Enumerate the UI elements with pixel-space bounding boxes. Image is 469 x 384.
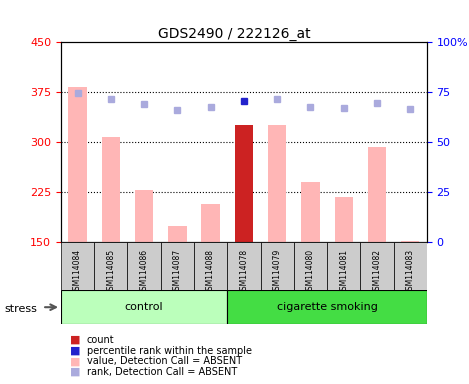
Text: GSM114088: GSM114088 — [206, 249, 215, 295]
Bar — [68, 87, 87, 242]
Bar — [260, 242, 294, 290]
Text: GSM114080: GSM114080 — [306, 249, 315, 295]
Bar — [61, 242, 94, 290]
Bar — [334, 197, 353, 242]
Bar — [161, 242, 194, 290]
Text: GDS2490 / 222126_at: GDS2490 / 222126_at — [158, 27, 311, 41]
Bar — [368, 147, 386, 242]
Text: GSM114081: GSM114081 — [339, 249, 348, 295]
Text: count: count — [87, 335, 114, 345]
Bar — [94, 242, 128, 290]
Text: GSM114087: GSM114087 — [173, 249, 182, 295]
Bar — [227, 242, 260, 290]
Bar — [135, 190, 153, 242]
Text: GSM114079: GSM114079 — [272, 249, 282, 295]
Text: stress: stress — [5, 304, 38, 314]
Bar — [194, 242, 227, 290]
Text: GSM114078: GSM114078 — [239, 249, 249, 295]
Text: GSM114086: GSM114086 — [140, 249, 149, 295]
Text: cigarette smoking: cigarette smoking — [277, 302, 378, 312]
Bar — [102, 137, 120, 242]
Text: control: control — [125, 302, 163, 312]
Bar — [360, 242, 393, 290]
Text: value, Detection Call = ABSENT: value, Detection Call = ABSENT — [87, 356, 242, 366]
Bar — [393, 242, 427, 290]
Bar — [234, 126, 253, 242]
Text: ■: ■ — [70, 367, 81, 377]
Bar — [327, 242, 360, 290]
Bar — [61, 290, 227, 324]
Bar — [202, 204, 220, 242]
Bar — [301, 182, 319, 242]
Text: ■: ■ — [70, 346, 81, 356]
Text: GSM114084: GSM114084 — [73, 249, 82, 295]
Text: GSM114083: GSM114083 — [406, 249, 415, 295]
Bar — [294, 242, 327, 290]
Bar — [401, 241, 419, 242]
Text: GSM114082: GSM114082 — [372, 249, 381, 295]
Bar — [268, 126, 286, 242]
Text: ■: ■ — [70, 356, 81, 366]
Text: ■: ■ — [70, 335, 81, 345]
Text: percentile rank within the sample: percentile rank within the sample — [87, 346, 252, 356]
Bar — [128, 242, 161, 290]
Bar — [227, 290, 427, 324]
Bar — [168, 226, 187, 242]
Text: GSM114085: GSM114085 — [106, 249, 115, 295]
Text: rank, Detection Call = ABSENT: rank, Detection Call = ABSENT — [87, 367, 237, 377]
